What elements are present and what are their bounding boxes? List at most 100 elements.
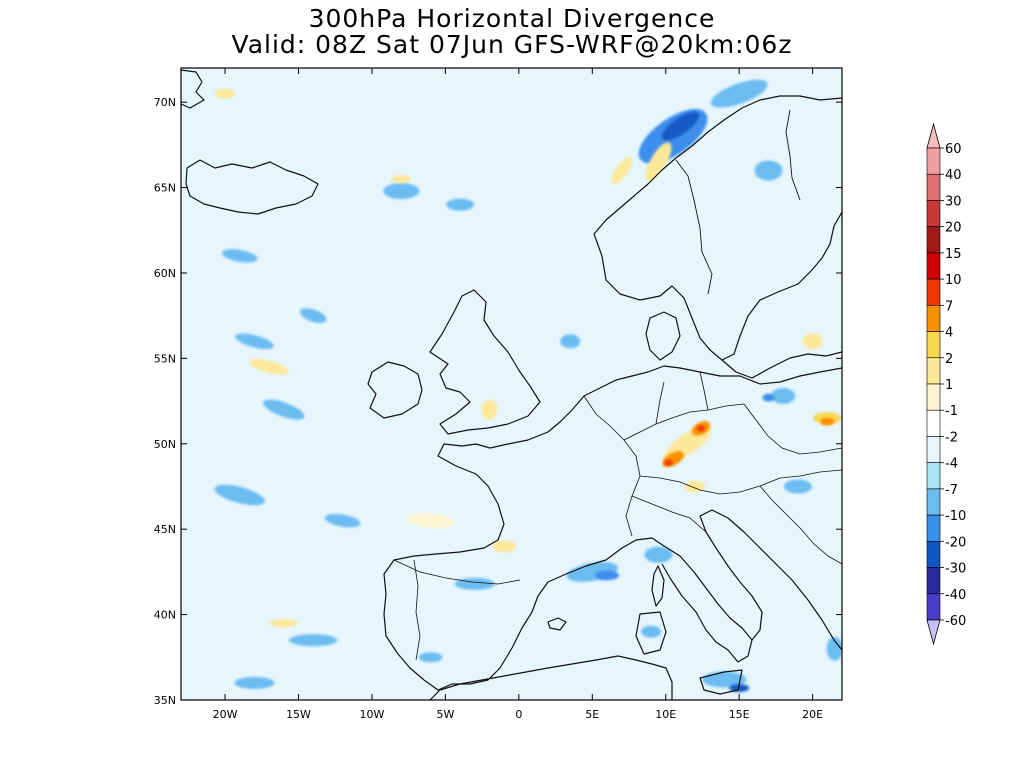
colorbar-label: 10 bbox=[945, 273, 962, 288]
blob-atl-6 bbox=[214, 484, 265, 506]
lon-tick-label: 0 bbox=[515, 708, 522, 721]
pos-scandi-coast bbox=[611, 156, 633, 185]
lon-tick-label: 20W bbox=[213, 708, 238, 721]
pos-czech-hot1 bbox=[696, 425, 705, 432]
coastline-denmark bbox=[645, 311, 681, 361]
lon-tick-label: 10E bbox=[655, 708, 676, 721]
colorbar-segment bbox=[926, 173, 941, 201]
lat-tick-label: 45N bbox=[154, 523, 176, 536]
lat-tick-label: 55N bbox=[154, 352, 176, 365]
lat-tick-label: 40N bbox=[154, 609, 176, 622]
colorbar-segment bbox=[926, 200, 941, 227]
pos-finland bbox=[802, 333, 823, 350]
blob-atl-9 bbox=[234, 676, 275, 689]
blob-atl-3 bbox=[235, 333, 274, 350]
blob-gulf-lion bbox=[594, 570, 619, 581]
colorbar-label: -60 bbox=[945, 614, 966, 629]
colorbar-label: 4 bbox=[945, 326, 953, 341]
pos-scotland bbox=[481, 399, 498, 420]
pos-arctic bbox=[215, 88, 236, 99]
colorbar: 60 40 30 20 15 10 7 4 2 1 -1 -2 -4 -7 -10 -20 -30 -40 -60 bbox=[926, 122, 966, 646]
blob-atl-5 bbox=[263, 399, 305, 420]
colorbar-segment bbox=[926, 305, 941, 332]
blob-atl-8 bbox=[289, 634, 338, 647]
pos-norway-w bbox=[645, 142, 672, 182]
colorbar-top-arrow bbox=[926, 122, 941, 149]
colorbar-label: -7 bbox=[945, 483, 958, 498]
coastline-iceland bbox=[185, 159, 319, 215]
coastline-great-britain bbox=[429, 289, 541, 435]
coastline-continent bbox=[383, 365, 842, 691]
blob-sweden bbox=[754, 160, 783, 181]
colorbar-label: 2 bbox=[945, 352, 953, 367]
pos-biscay bbox=[492, 540, 517, 553]
coastline-balearics bbox=[547, 617, 567, 631]
pos-baltic-e-core bbox=[820, 417, 835, 426]
country-borders bbox=[393, 371, 842, 661]
lat-tick-label: 35N bbox=[154, 694, 176, 707]
colorbar-segment bbox=[926, 514, 941, 542]
colorbar-label: 20 bbox=[945, 221, 962, 236]
colorbar-segment bbox=[926, 383, 941, 411]
lon-tick-label: 5W bbox=[436, 708, 454, 721]
colorbar-segment bbox=[926, 226, 941, 254]
blob-poland-core bbox=[762, 393, 775, 402]
colorbar-segment bbox=[926, 462, 941, 490]
pos-ireland-w bbox=[249, 359, 289, 375]
blob-atl-4 bbox=[299, 308, 327, 324]
coastline-greenland bbox=[181, 69, 205, 109]
colorbar-segment bbox=[926, 488, 941, 516]
coastline-ireland bbox=[367, 361, 423, 419]
lon-tick-label: 10W bbox=[360, 708, 385, 721]
coastline-sardinia bbox=[635, 611, 667, 655]
coastline-baltic bbox=[721, 351, 842, 379]
colorbar-segment bbox=[926, 567, 941, 595]
blob-atl-2 bbox=[221, 249, 258, 263]
blob-poland bbox=[771, 387, 796, 404]
lon-tick-label: 20E bbox=[802, 708, 823, 721]
coastline-africa bbox=[429, 655, 673, 700]
lon-tick-label: 5E bbox=[585, 708, 599, 721]
coastlines bbox=[181, 69, 842, 700]
colorbar-label: 30 bbox=[945, 194, 962, 209]
lat-tick-label: 65N bbox=[154, 182, 176, 195]
blob-atl-10 bbox=[418, 652, 443, 663]
coastline-corsica bbox=[651, 565, 665, 607]
colorbar-segment bbox=[926, 436, 941, 463]
colorbar-label: -40 bbox=[945, 588, 966, 603]
coastline-sicily bbox=[699, 669, 743, 695]
blob-north-sea bbox=[560, 334, 581, 349]
blob-hungary bbox=[783, 479, 812, 494]
blob-arctic-1 bbox=[710, 79, 768, 108]
pos-atl-a bbox=[406, 513, 455, 528]
colorbar-label: -20 bbox=[945, 535, 966, 550]
colorbar-segment bbox=[926, 541, 941, 568]
colorbar-segment bbox=[926, 252, 941, 280]
colorbar-label: -1 bbox=[945, 404, 958, 419]
lon-tick-label: 15E bbox=[729, 708, 750, 721]
lon-tick-label: 15W bbox=[286, 708, 311, 721]
colorbar-segment bbox=[926, 331, 941, 359]
blob-sardinia bbox=[641, 625, 662, 638]
map-background bbox=[181, 68, 842, 700]
colorbar-label: 60 bbox=[945, 142, 962, 157]
colorbar-bottom-arrow bbox=[926, 619, 941, 646]
map-frame bbox=[180, 67, 843, 701]
plot-subtitle: Valid: 08Z Sat 07Jun GFS-WRF@20km:06z bbox=[231, 30, 793, 59]
colorbar-segment bbox=[926, 593, 941, 621]
colorbar-label: -4 bbox=[945, 457, 958, 472]
blob-sicily bbox=[702, 671, 747, 688]
map-axes: 70N 65N 60N 55N 50N 45N 40N 35N 20W 15W 10W 5W 0 5E 10… bbox=[154, 68, 842, 721]
blob-spain-n bbox=[454, 577, 495, 590]
colorbar-label: 1 bbox=[945, 378, 953, 393]
colorbar-label: 7 bbox=[945, 299, 953, 314]
colorbar-label: -2 bbox=[945, 430, 958, 445]
blob-atl-1 bbox=[446, 198, 475, 211]
blob-italy-n bbox=[644, 546, 673, 563]
blob-balkan bbox=[826, 636, 842, 661]
pos-atl-south bbox=[269, 619, 298, 628]
border-sweden-finland bbox=[785, 109, 801, 201]
divergence-field bbox=[214, 79, 842, 693]
